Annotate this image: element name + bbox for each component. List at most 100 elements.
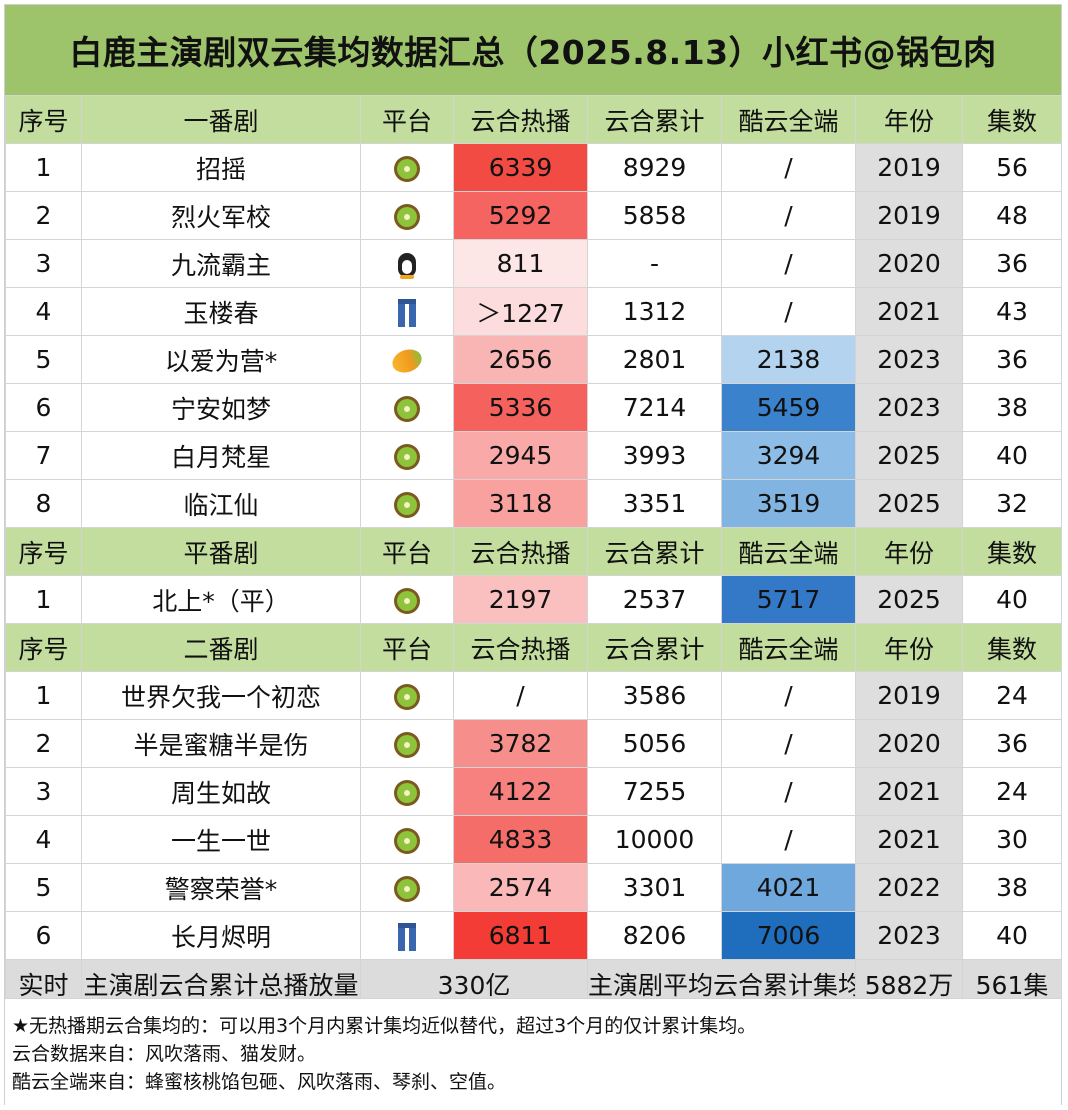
kiwi-icon xyxy=(394,492,420,518)
cell-platform xyxy=(360,911,454,960)
cell-seq: 3 xyxy=(5,239,82,288)
note-line-2: 云合数据来自：风吹落雨、猫发财。 xyxy=(12,1043,317,1065)
cell-yunhe-cum: 2537 xyxy=(587,575,722,624)
cell-drama-name: 宁安如梦 xyxy=(81,383,361,432)
kiwi-icon xyxy=(394,828,420,854)
table-row: 4 一生一世 4833 10000/2021 30 xyxy=(5,815,1062,864)
cell-yunhe-hot: 2945 xyxy=(453,431,588,480)
header-platform: 平台 xyxy=(360,95,454,144)
cell-year: 2021 xyxy=(855,767,963,816)
cell-drama-name: 长月烬明 xyxy=(81,911,361,960)
cell-yunhe-hot: 3118 xyxy=(453,479,588,528)
cell-episodes: 40 xyxy=(962,431,1062,480)
cell-yunhe-cum: 7255 xyxy=(587,767,722,816)
cell-yunhe-cum: - xyxy=(587,239,722,288)
cell-year: 2025 xyxy=(855,575,963,624)
page-title: 白鹿主演剧双云集均数据汇总（2025.8.13）小红书@锅包肉 xyxy=(69,33,997,72)
table-row: 4 玉楼春 ＞1227 1312/2021 43 xyxy=(5,287,1062,336)
cell-yunhe-hot: 6811 xyxy=(453,911,588,960)
cell-yunhe-hot: 6339 xyxy=(453,143,588,192)
cell-yunhe-hot: 4833 xyxy=(453,815,588,864)
cell-episodes: 40 xyxy=(962,911,1062,960)
cell-yunhe-cum: 1312 xyxy=(587,287,722,336)
section-header-row: 序号 一番剧 平台 云合热播 云合累计 酷云全端 年份 集数 xyxy=(5,95,1062,144)
header-yunhe-cum: 云合累计 xyxy=(587,95,722,144)
cell-kuyun: / xyxy=(721,815,856,864)
cell-kuyun: 4021 xyxy=(721,863,856,912)
header-seq: 序号 xyxy=(5,527,82,576)
cell-kuyun: / xyxy=(721,767,856,816)
cell-year: 2022 xyxy=(855,863,963,912)
cell-kuyun: 7006 xyxy=(721,911,856,960)
cell-yunhe-cum: 8206 xyxy=(587,911,722,960)
cell-seq: 5 xyxy=(5,863,82,912)
cell-platform xyxy=(360,287,454,336)
cell-year: 2025 xyxy=(855,431,963,480)
cell-platform xyxy=(360,383,454,432)
cell-episodes: 43 xyxy=(962,287,1062,336)
cell-year: 2023 xyxy=(855,383,963,432)
cell-kuyun: / xyxy=(721,143,856,192)
cell-seq: 8 xyxy=(5,479,82,528)
cell-drama-name: 警察荣誉* xyxy=(81,863,361,912)
cell-kuyun: / xyxy=(721,191,856,240)
cell-platform xyxy=(360,335,454,384)
cell-yunhe-cum: 3586 xyxy=(587,671,722,720)
cell-yunhe-hot: 2656 xyxy=(453,335,588,384)
cell-yunhe-cum: 3301 xyxy=(587,863,722,912)
table-row: 6 宁安如梦 5336 7214 5459 2023 38 xyxy=(5,383,1062,432)
note-line-3: 酷云全端来自：蜂蜜核桃馅包砸、风吹落雨、琴刹、空值。 xyxy=(12,1071,507,1093)
cell-yunhe-hot: 2574 xyxy=(453,863,588,912)
cell-yunhe-hot: 811 xyxy=(453,239,588,288)
cell-drama-name: 玉楼春 xyxy=(81,287,361,336)
cell-seq: 1 xyxy=(5,575,82,624)
cell-yunhe-cum: 8929 xyxy=(587,143,722,192)
cell-kuyun: 5717 xyxy=(721,575,856,624)
cell-kuyun: / xyxy=(721,239,856,288)
table-row: 3 九流霸主 811-/2020 36 xyxy=(5,239,1062,288)
cell-episodes: 48 xyxy=(962,191,1062,240)
cell-episodes: 32 xyxy=(962,479,1062,528)
cell-year: 2023 xyxy=(855,335,963,384)
kiwi-icon xyxy=(394,444,420,470)
cell-seq: 4 xyxy=(5,287,82,336)
cell-platform xyxy=(360,575,454,624)
cell-yunhe-hot: / xyxy=(453,671,588,720)
cell-episodes: 30 xyxy=(962,815,1062,864)
cell-episodes: 36 xyxy=(962,239,1062,288)
header-drama: 二番剧 xyxy=(81,623,361,672)
cell-platform xyxy=(360,815,454,864)
cell-kuyun: / xyxy=(721,671,856,720)
cell-yunhe-cum: 5858 xyxy=(587,191,722,240)
table-row: 8 临江仙 3118 3351 3519 2025 32 xyxy=(5,479,1062,528)
header-drama: 一番剧 xyxy=(81,95,361,144)
cell-seq: 5 xyxy=(5,335,82,384)
cell-kuyun: / xyxy=(721,287,856,336)
table-row: 7 白月梵星 2945 3993 3294 2025 40 xyxy=(5,431,1062,480)
table-row: 6 长月烬明 6811 8206 7006 2023 40 xyxy=(5,911,1062,960)
cell-year: 2020 xyxy=(855,239,963,288)
title-bar: 白鹿主演剧双云集均数据汇总（2025.8.13）小红书@锅包肉 xyxy=(5,5,1061,96)
cell-drama-name: 临江仙 xyxy=(81,479,361,528)
table-row: 5 以爱为营* 2656 2801 2138 2023 36 xyxy=(5,335,1062,384)
kiwi-icon xyxy=(394,396,420,422)
mango-icon xyxy=(389,345,425,377)
kiwi-icon xyxy=(394,204,420,230)
cell-yunhe-cum: 3351 xyxy=(587,479,722,528)
header-year: 年份 xyxy=(855,623,963,672)
note-line-1: ★无热播期云合集均的：可以用3个月内累计集均近似替代，超过3个月的仅计累计集均。 xyxy=(12,1015,757,1037)
cell-seq: 7 xyxy=(5,431,82,480)
cell-kuyun: / xyxy=(721,719,856,768)
header-episodes: 集数 xyxy=(962,95,1062,144)
cell-drama-name: 九流霸主 xyxy=(81,239,361,288)
header-platform: 平台 xyxy=(360,527,454,576)
cell-platform xyxy=(360,479,454,528)
cell-drama-name: 招摇 xyxy=(81,143,361,192)
table-row: 5 警察荣誉* 2574 3301 4021 2022 38 xyxy=(5,863,1062,912)
cell-episodes: 24 xyxy=(962,671,1062,720)
cell-kuyun: 3519 xyxy=(721,479,856,528)
cell-platform xyxy=(360,863,454,912)
header-yunhe-hot: 云合热播 xyxy=(453,623,588,672)
penguin-icon xyxy=(397,251,417,279)
notes-panel: ★无热播期云合集均的：可以用3个月内累计集均近似替代，超过3个月的仅计累计集均。… xyxy=(5,998,1061,1106)
